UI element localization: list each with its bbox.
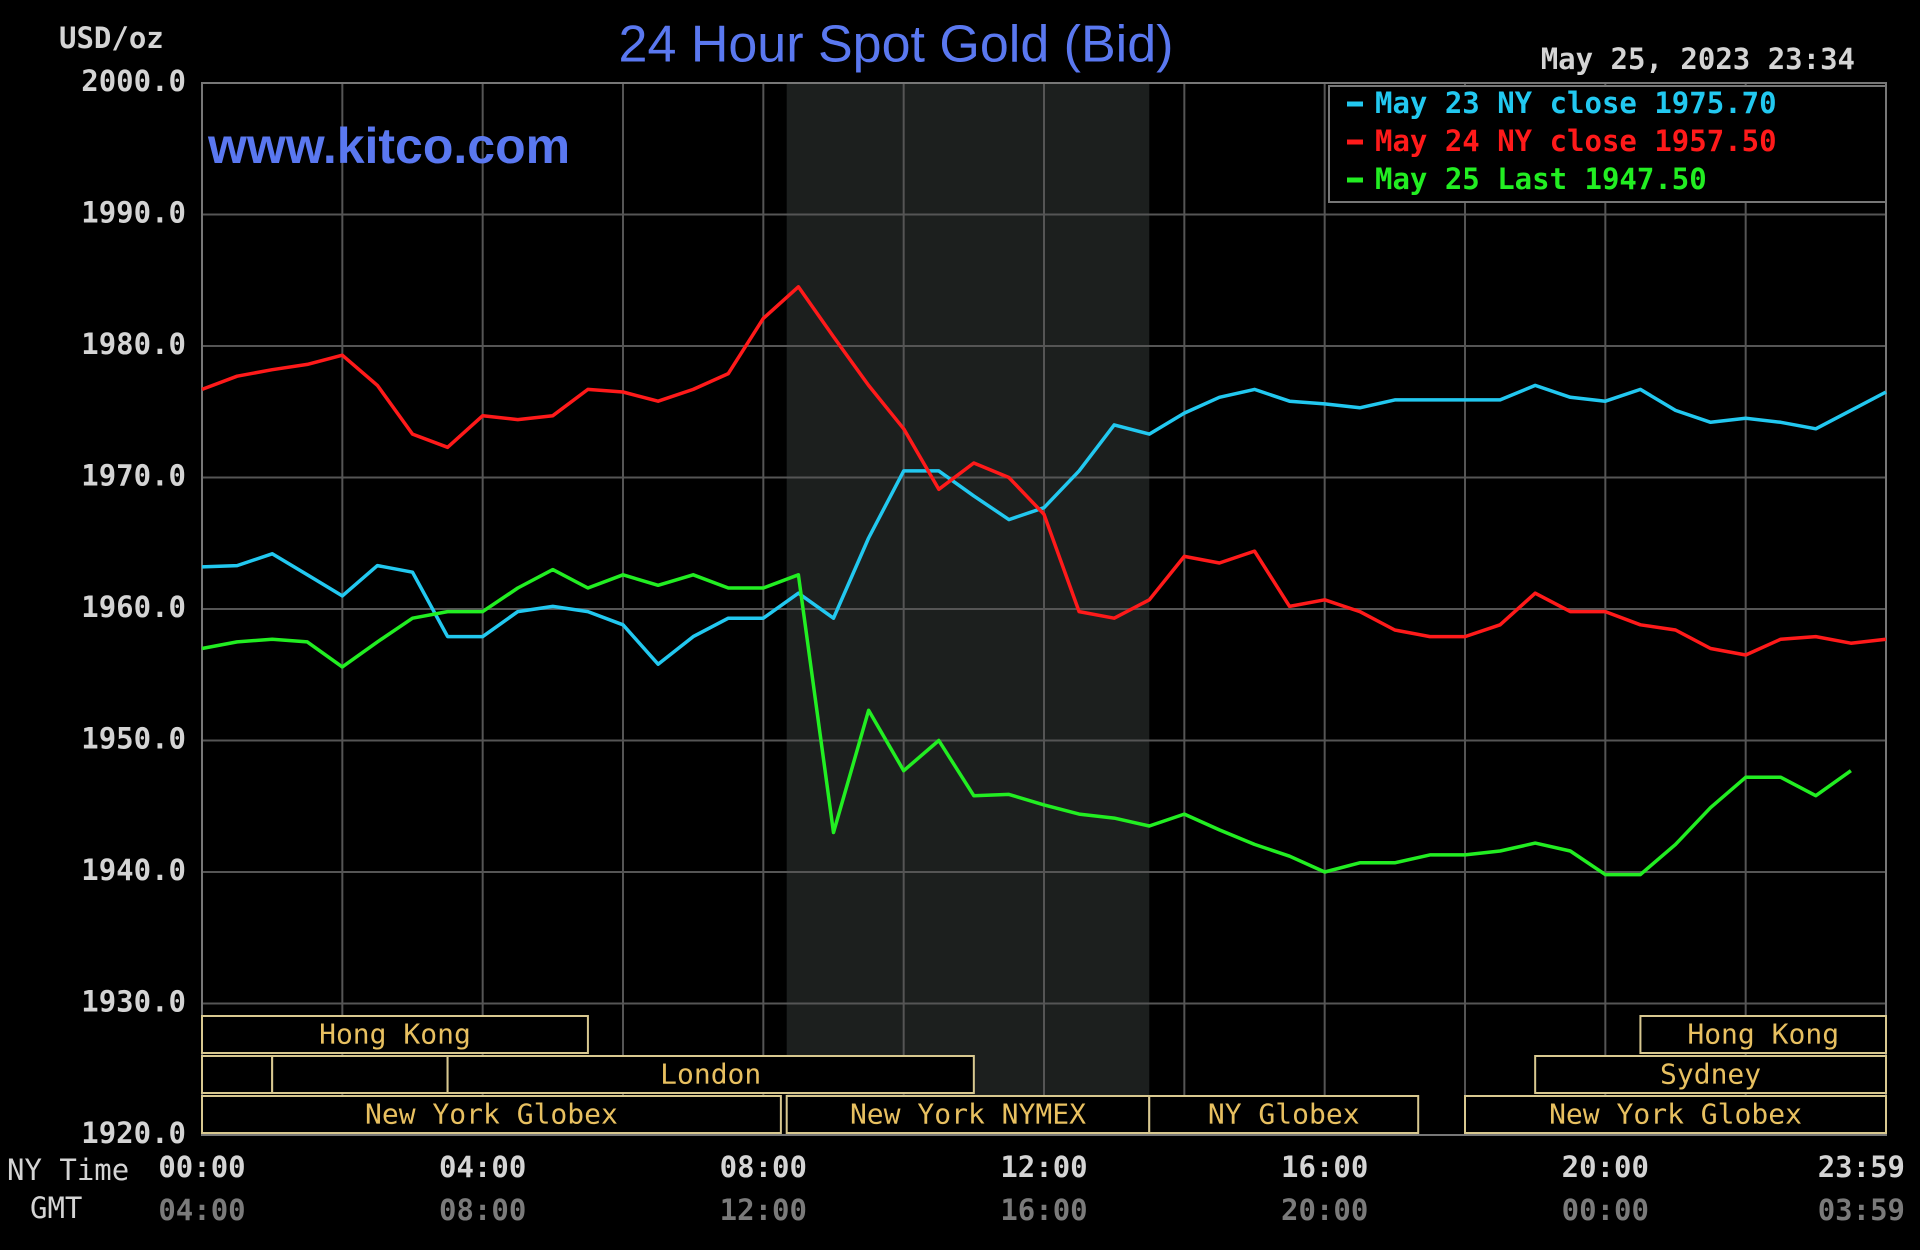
- legend-entry: May 23 NY close 1975.70: [1375, 86, 1777, 120]
- session-label: Hong Kong: [1687, 1018, 1839, 1051]
- x2-axis-label: GMT: [30, 1191, 82, 1225]
- session-box: [201, 1055, 274, 1094]
- x-tick-label: 23:59: [1818, 1150, 1905, 1184]
- legend-box: [1328, 85, 1887, 203]
- x-tick-label: 04:00: [439, 1150, 526, 1184]
- legend-entry: May 24 NY close 1957.50: [1375, 124, 1777, 158]
- session-label: New York Globex: [1549, 1098, 1802, 1131]
- session-box: [446, 1055, 975, 1094]
- session-label: New York NYMEX: [850, 1098, 1086, 1131]
- line-series: [201, 567, 1852, 877]
- session-box: [1148, 1095, 1420, 1134]
- x2-tick-label: 12:00: [720, 1193, 807, 1227]
- watermark: www.kitco.com: [207, 118, 570, 174]
- session-box: [1464, 1095, 1887, 1134]
- session-label: Sydney: [1660, 1058, 1761, 1091]
- x-axis-label: NY Time: [7, 1153, 129, 1187]
- line-series: [201, 285, 1887, 657]
- y-tick-label: 2000.0: [81, 64, 186, 98]
- line-series: [201, 383, 1887, 666]
- y-tick-label: 1940.0: [81, 853, 186, 887]
- x2-tick-label: 20:00: [1281, 1193, 1368, 1227]
- y-tick-label: 1920.0: [81, 1116, 186, 1150]
- x2-tick-label: 08:00: [439, 1193, 526, 1227]
- y-tick-label: 1970.0: [81, 459, 186, 493]
- x-tick-label: 16:00: [1281, 1150, 1368, 1184]
- session-box: [201, 1095, 782, 1134]
- session-label: New York Globex: [365, 1098, 618, 1131]
- x-tick-label: 08:00: [720, 1150, 807, 1184]
- session-box: [271, 1055, 449, 1094]
- session-box: [201, 1015, 589, 1054]
- session-label: London: [660, 1058, 761, 1091]
- y-tick-label: 1980.0: [81, 327, 186, 361]
- x2-tick-label: 00:00: [1562, 1193, 1649, 1227]
- session-box: [1639, 1015, 1887, 1054]
- x-tick-label: 00:00: [158, 1150, 245, 1184]
- plot-border: [201, 82, 1887, 1136]
- timestamp: May 25, 2023 23:34: [1541, 42, 1855, 76]
- session-box: [1534, 1055, 1887, 1094]
- x2-tick-label: 03:59: [1818, 1193, 1905, 1227]
- x2-tick-label: 04:00: [158, 1193, 245, 1227]
- session-box: [785, 1095, 1151, 1134]
- y-tick-label: 1960.0: [81, 590, 186, 624]
- y-tick-label: 1990.0: [81, 196, 186, 230]
- session-label: NY Globex: [1208, 1098, 1360, 1131]
- y-tick-label: 1930.0: [81, 985, 186, 1019]
- y-tick-label: 1950.0: [81, 722, 186, 756]
- session-label: Hong Kong: [319, 1018, 471, 1051]
- legend-entry: May 25 Last 1947.50: [1375, 162, 1707, 196]
- y-axis-label: USD/oz: [59, 21, 164, 55]
- x-tick-label: 20:00: [1562, 1150, 1649, 1184]
- x-tick-label: 12:00: [1000, 1150, 1087, 1184]
- chart-title: 24 Hour Spot Gold (Bid): [619, 16, 1174, 74]
- x2-tick-label: 16:00: [1000, 1193, 1087, 1227]
